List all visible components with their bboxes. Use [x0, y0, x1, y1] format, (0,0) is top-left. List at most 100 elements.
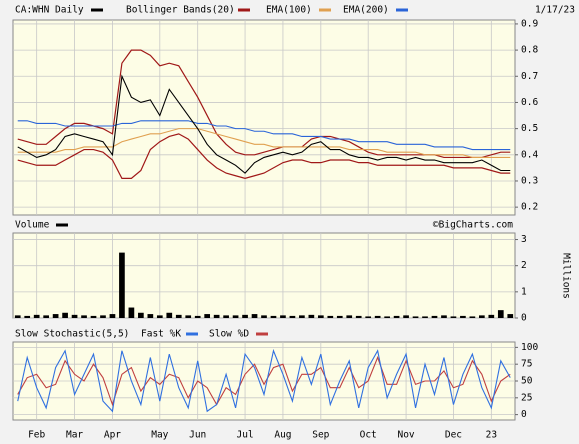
- volume-bar: [355, 315, 362, 318]
- y-tick-label: 0.2: [521, 202, 538, 213]
- volume-bar: [280, 315, 286, 318]
- x-tick-label: 23: [486, 430, 497, 441]
- date: 1/17/23: [535, 5, 575, 16]
- legend-label: Fast %K: [141, 329, 181, 340]
- volume-bar: [479, 315, 485, 318]
- source: ©BigCharts.com: [433, 220, 513, 231]
- x-tick-label: Oct: [360, 430, 377, 441]
- y-tick-label: 0: [521, 313, 527, 324]
- volume-bar: [166, 312, 173, 318]
- volume-bar: [431, 315, 438, 318]
- volume-bar: [33, 314, 40, 318]
- volume-bar: [270, 315, 277, 318]
- volume-bar: [90, 315, 97, 318]
- x-tick-label: Aug: [274, 430, 291, 441]
- volume-bar: [488, 314, 495, 318]
- volume-bar: [81, 315, 87, 318]
- volume-bar: [308, 314, 315, 318]
- volume-bar: [100, 315, 106, 318]
- y-axis-label: Millions: [561, 253, 572, 299]
- series-line: [17, 128, 511, 158]
- volume-bar: [374, 315, 381, 318]
- volume-bar: [507, 314, 514, 318]
- legend-label: Slow %D: [209, 329, 249, 340]
- legend-label: Volume: [15, 220, 50, 231]
- y-tick-label: 1: [521, 286, 527, 297]
- legend-label: EMA(100): [266, 5, 312, 16]
- legend-label: EMA(200): [343, 5, 389, 16]
- volume-bar: [327, 315, 334, 318]
- volume-bar: [441, 315, 447, 318]
- volume-bar: [393, 315, 400, 318]
- y-tick-label: 0.8: [521, 45, 538, 56]
- volume-bar: [317, 315, 324, 318]
- volume-bar: [469, 316, 476, 318]
- x-tick-label: Jun: [189, 430, 206, 441]
- y-tick-label: 75: [521, 359, 532, 370]
- series-line: [17, 348, 511, 413]
- volume-bar: [261, 315, 267, 318]
- volume-bar: [194, 315, 201, 318]
- volume-bar: [147, 314, 154, 318]
- legend-label: Bollinger Bands(20): [126, 5, 235, 16]
- y-tick-label: 0.6: [521, 97, 538, 108]
- x-tick-label: Jul: [236, 430, 253, 441]
- volume-bar: [232, 315, 239, 318]
- volume-bar: [156, 315, 163, 318]
- y-tick-label: 25: [521, 392, 532, 403]
- y-tick-label: 0.3: [521, 175, 538, 186]
- x-tick-label: Feb: [28, 430, 45, 441]
- x-tick-label: Mar: [66, 430, 83, 441]
- volume-bar: [204, 314, 211, 318]
- y-tick-label: 0.4: [521, 149, 538, 160]
- volume-bar: [422, 316, 428, 318]
- y-tick-label: 0.7: [521, 71, 538, 82]
- volume-bar: [185, 315, 192, 318]
- x-tick-label: Nov: [397, 430, 414, 441]
- volume-bar: [412, 316, 419, 318]
- volume-bar: [450, 316, 457, 318]
- y-tick-label: 0.5: [521, 123, 538, 134]
- volume-bar: [336, 315, 343, 318]
- volume-bar: [43, 315, 49, 318]
- volume-bar: [497, 310, 504, 318]
- stochastic-title: Slow Stochastic(5,5): [15, 329, 129, 340]
- x-tick-label: Apr: [104, 430, 121, 441]
- volume-bar: [52, 314, 59, 318]
- volume-bar: [109, 314, 116, 318]
- x-tick-label: Sep: [312, 430, 329, 441]
- series-line: [17, 120, 511, 151]
- x-tick-label: May: [151, 430, 168, 441]
- series-line: [17, 355, 511, 407]
- y-tick-label: 100: [521, 342, 538, 353]
- series-line: [17, 74, 511, 174]
- volume-bar: [384, 316, 390, 318]
- y-tick-label: 0.9: [521, 18, 538, 29]
- volume-bar: [365, 316, 372, 318]
- volume-bar: [223, 315, 229, 318]
- volume-bar: [460, 315, 466, 318]
- volume-bar: [138, 312, 144, 318]
- volume-bar: [175, 314, 182, 318]
- y-tick-label: 3: [521, 234, 527, 245]
- volume-bar: [119, 252, 125, 318]
- volume-bar: [213, 314, 220, 318]
- y-tick-label: 2: [521, 260, 527, 271]
- volume-bar: [403, 315, 409, 318]
- volume-bar: [242, 314, 248, 318]
- legend-label: CA:WHN Daily: [15, 5, 84, 16]
- y-tick-label: 50: [521, 376, 533, 387]
- volume-bar: [24, 315, 31, 318]
- y-tick-label: 0: [521, 409, 527, 420]
- volume-bar: [71, 314, 78, 318]
- volume-panel: [12, 232, 516, 319]
- volume-bar: [289, 315, 296, 318]
- price-panel: [12, 19, 516, 216]
- bollinger-lower: [17, 133, 511, 179]
- volume-bar: [251, 314, 258, 318]
- x-tick-label: Dec: [445, 430, 462, 441]
- volume-bar: [62, 312, 68, 318]
- volume-bar: [346, 315, 353, 318]
- volume-bar: [128, 307, 135, 318]
